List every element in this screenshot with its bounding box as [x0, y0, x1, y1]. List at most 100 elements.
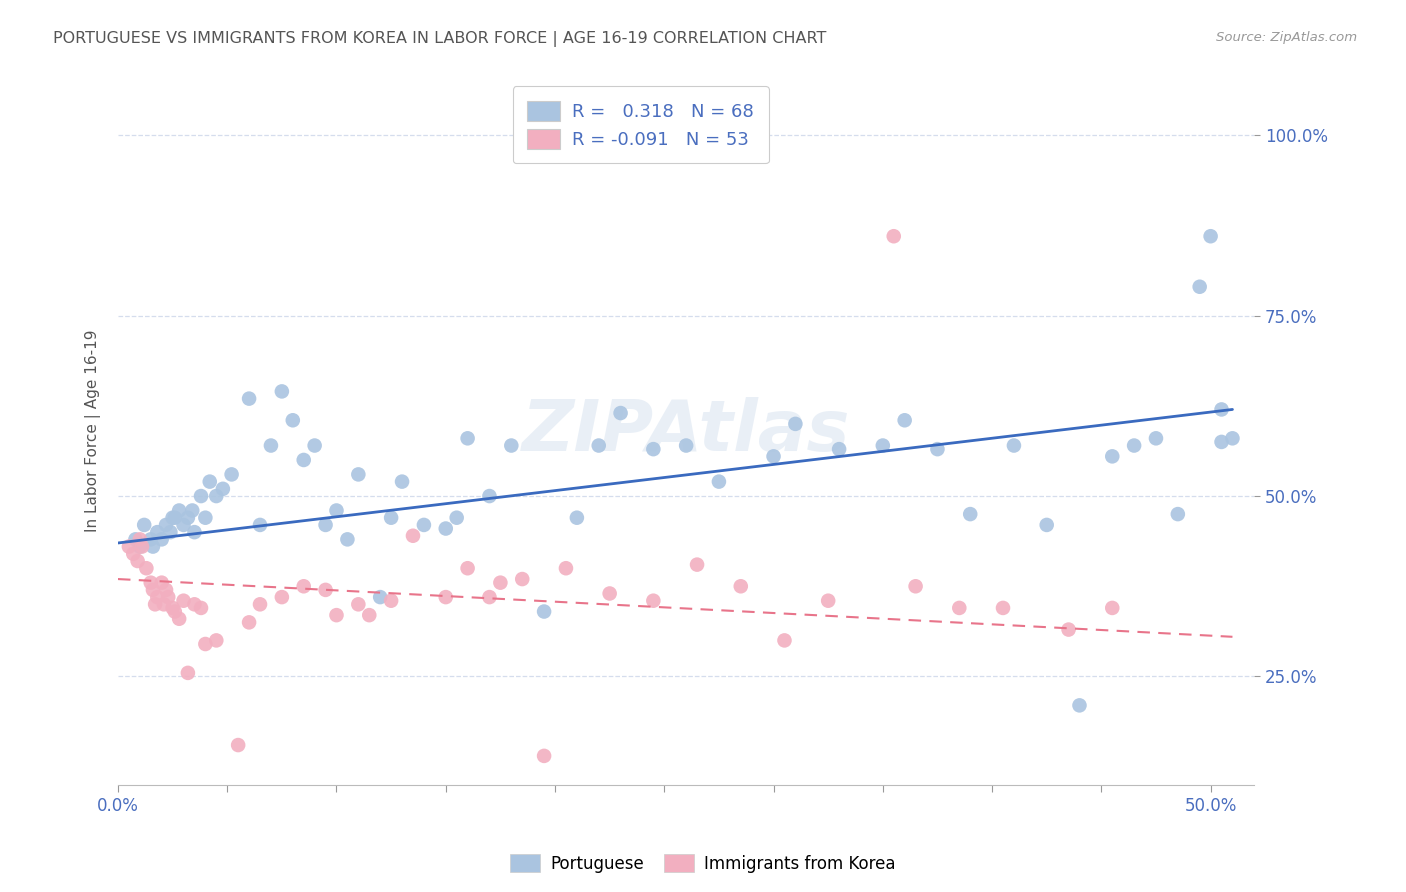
Point [1199, 229, 1222, 244]
Point [872, 438, 894, 452]
Point [478, 489, 501, 503]
Point [128, 540, 150, 554]
Point [142, 582, 165, 597]
Point [991, 601, 1014, 615]
Point [205, 633, 228, 648]
Point [1123, 438, 1146, 452]
Point [643, 442, 665, 457]
Point [686, 558, 709, 572]
Point [510, 572, 533, 586]
Point [153, 597, 176, 611]
Point [478, 590, 501, 604]
Point [828, 442, 851, 457]
Point [434, 590, 457, 604]
Point [1167, 507, 1189, 521]
Point [190, 489, 212, 503]
Point [139, 575, 162, 590]
Point [315, 517, 337, 532]
Point [270, 590, 292, 604]
Text: Source: ZipAtlas.com: Source: ZipAtlas.com [1216, 31, 1357, 45]
Point [347, 467, 370, 482]
Point [533, 605, 555, 619]
Point [238, 615, 260, 630]
Point [226, 738, 249, 752]
Point [118, 540, 141, 554]
Point [163, 605, 186, 619]
Point [380, 593, 402, 607]
Point [177, 510, 200, 524]
Point [380, 510, 402, 524]
Point [609, 406, 631, 420]
Point [139, 533, 162, 547]
Point [173, 517, 195, 532]
Text: PORTUGUESE VS IMMIGRANTS FROM KOREA IN LABOR FORCE | AGE 16-19 CORRELATION CHART: PORTUGUESE VS IMMIGRANTS FROM KOREA IN L… [53, 31, 827, 47]
Point [457, 431, 479, 445]
Point [183, 525, 205, 540]
Point [707, 475, 730, 489]
Point [142, 540, 165, 554]
Point [183, 597, 205, 611]
Point [359, 608, 381, 623]
Point [1035, 517, 1057, 532]
Point [190, 601, 212, 615]
Point [643, 593, 665, 607]
Point [221, 467, 243, 482]
Point [181, 503, 204, 517]
Point [434, 522, 457, 536]
Legend: Portuguese, Immigrants from Korea: Portuguese, Immigrants from Korea [503, 847, 903, 880]
Point [675, 438, 697, 452]
Point [128, 533, 150, 547]
Point [446, 510, 468, 524]
Point [177, 665, 200, 680]
Point [270, 384, 292, 399]
Point [1101, 601, 1123, 615]
Point [785, 417, 807, 431]
Point [1057, 623, 1080, 637]
Point [599, 586, 621, 600]
Point [927, 442, 949, 457]
Point [159, 525, 181, 540]
Point [315, 582, 337, 597]
Point [1188, 279, 1211, 293]
Point [1144, 431, 1167, 445]
Point [1069, 698, 1091, 713]
Point [162, 510, 184, 524]
Point [162, 601, 184, 615]
Point [194, 510, 217, 524]
Point [489, 575, 512, 590]
Point [150, 533, 173, 547]
Point [198, 475, 221, 489]
Point [555, 561, 578, 575]
Point [194, 637, 217, 651]
Point [281, 413, 304, 427]
Y-axis label: In Labor Force | Age 16-19: In Labor Force | Age 16-19 [86, 330, 101, 533]
Text: ZIPAtlas: ZIPAtlas [522, 397, 851, 466]
Legend: R =   0.318   N = 68, R = -0.091   N = 53: R = 0.318 N = 68, R = -0.091 N = 53 [513, 87, 769, 163]
Point [163, 510, 186, 524]
Point [325, 608, 347, 623]
Point [157, 590, 180, 604]
Point [1101, 450, 1123, 464]
Point [150, 575, 173, 590]
Point [893, 413, 915, 427]
Point [883, 229, 905, 244]
Point [155, 582, 177, 597]
Point [249, 517, 271, 532]
Point [773, 633, 796, 648]
Point [347, 597, 370, 611]
Point [304, 438, 326, 452]
Point [501, 438, 523, 452]
Point [1211, 402, 1233, 417]
Point [368, 590, 391, 604]
Point [948, 601, 970, 615]
Point [249, 597, 271, 611]
Point [173, 593, 195, 607]
Point [238, 392, 260, 406]
Point [131, 540, 153, 554]
Point [1002, 438, 1025, 452]
Point [127, 554, 149, 568]
Point [146, 590, 169, 604]
Point [412, 517, 434, 532]
Point [167, 612, 190, 626]
Point [155, 517, 177, 532]
